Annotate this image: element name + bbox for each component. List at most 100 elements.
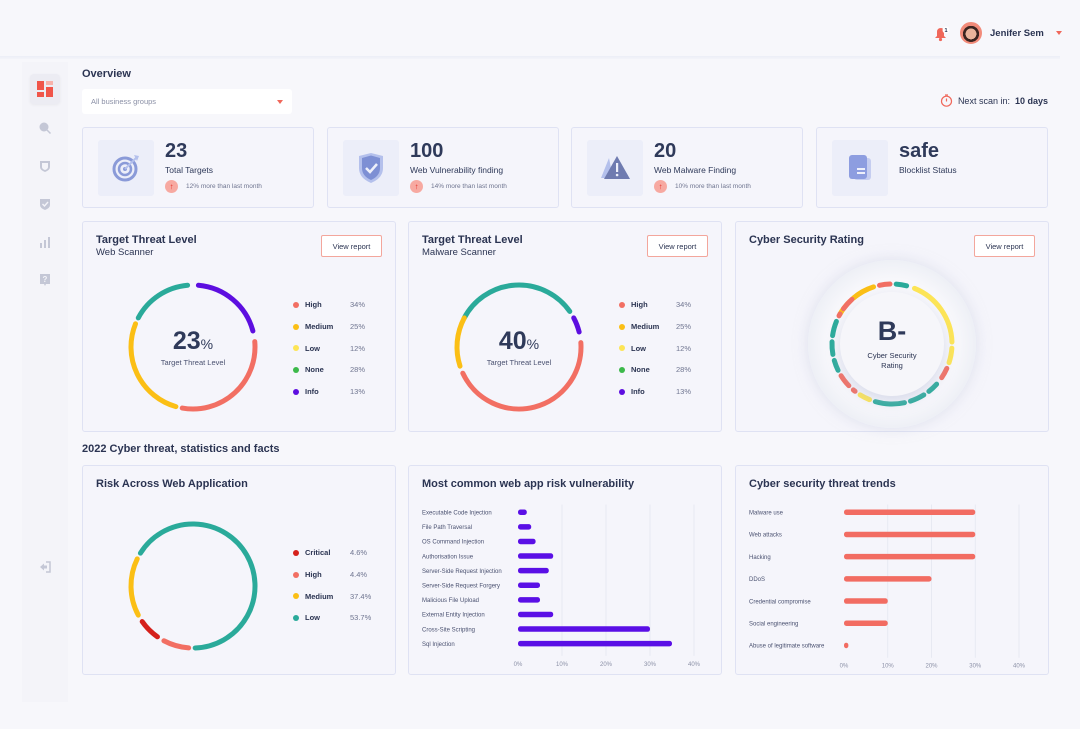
view-report-button[interactable]: View report xyxy=(974,235,1035,257)
view-report-button[interactable]: View report xyxy=(321,235,382,257)
top-bar: 1 Jenifer Sem xyxy=(0,0,1080,59)
chevron-down-icon[interactable] xyxy=(1055,31,1062,35)
rating-ring-segment xyxy=(872,399,907,407)
svg-text:?: ? xyxy=(43,275,48,284)
stat-card-web-malware: 20 Web Malware Finding ↑ 10% more than l… xyxy=(571,127,803,208)
bar xyxy=(844,642,849,649)
notification-bell-icon[interactable]: 1 xyxy=(932,26,950,42)
stat-value: 100 xyxy=(410,140,444,162)
arrow-up-icon: ↑ xyxy=(410,180,423,193)
category-label: Server-Side Request Injection xyxy=(422,569,502,575)
logout-button[interactable] xyxy=(30,552,60,582)
panel-subtitle: Web Scanner xyxy=(96,247,154,258)
x-tick-label: 40% xyxy=(688,662,701,668)
sidebar-item-shield[interactable] xyxy=(30,151,60,181)
threat-donut-chart: 23% Target Threat Level xyxy=(123,277,263,417)
donut-value-unit: % xyxy=(526,336,540,352)
legend-value: 34% xyxy=(676,300,692,310)
legend-name: Info xyxy=(631,387,645,397)
business-group-select[interactable]: All business groups xyxy=(82,89,292,114)
bar xyxy=(844,531,976,538)
category-label: Authorisation Issue xyxy=(422,554,474,560)
donut-value-number: 23 xyxy=(172,327,201,355)
x-tick-label: 30% xyxy=(644,662,657,668)
category-label: Credential compromise xyxy=(749,599,811,605)
stat-trend-text: 10% more than last month xyxy=(675,183,751,190)
sidebar-item-dashboard[interactable] xyxy=(30,74,60,104)
category-label: DDoS xyxy=(749,577,765,583)
sidebar-item-help[interactable]: ? xyxy=(30,265,60,295)
x-tick-label: 10% xyxy=(556,662,569,668)
legend-dot xyxy=(293,549,299,556)
x-tick-label: 0% xyxy=(514,662,523,668)
rating-ring-segment xyxy=(838,373,852,389)
legend-item: Info 13% xyxy=(293,381,365,403)
category-label: Social engineering xyxy=(749,622,798,628)
sidebar-item-web-scanner[interactable] xyxy=(30,113,60,143)
view-report-button[interactable]: View report xyxy=(647,235,708,257)
rating-grade: B- xyxy=(877,316,907,347)
rating-gauge: B- Cyber Security Rating xyxy=(808,260,976,428)
donut-value-unit: % xyxy=(200,336,214,352)
rating-ring xyxy=(829,281,955,407)
legend-dot xyxy=(293,366,299,373)
x-tick-label: 40% xyxy=(1013,664,1026,670)
legend-value: 4.4% xyxy=(350,570,368,580)
legend-item: High 34% xyxy=(293,294,365,316)
section-title: 2022 Cyber threat, statistics and facts xyxy=(82,443,280,455)
avatar[interactable] xyxy=(960,22,982,44)
rating-ring-segment xyxy=(829,339,836,357)
category-label: Malware use xyxy=(749,511,784,517)
legend-item: Medium 25% xyxy=(293,316,365,338)
rating-ring-segment xyxy=(857,392,873,403)
chevron-down-icon xyxy=(277,99,283,104)
legend-item: None 28% xyxy=(293,359,365,381)
stat-label: Web Vulnerability finding xyxy=(410,165,504,175)
donut-caption: Target Threat Level xyxy=(486,358,552,367)
stat-value: safe xyxy=(899,140,940,162)
bar xyxy=(518,524,532,530)
stat-trend: ↑ 14% more than last month xyxy=(410,180,507,193)
donut-center: 40% Target Threat Level xyxy=(449,277,589,417)
donut-segment-high xyxy=(161,638,192,651)
x-tick-label: 0% xyxy=(840,664,849,670)
threat-donut-chart: 40% Target Threat Level xyxy=(449,277,589,417)
rating-ring-segment xyxy=(840,296,855,312)
legend-item: None 28% xyxy=(619,359,691,381)
legend: High 34% Medium 25% Low 12% None 28% Info 13% xyxy=(293,294,365,402)
donut-center: 23% Target Threat Level xyxy=(123,277,263,417)
stat-label: Web Malware Finding xyxy=(654,165,737,175)
legend-value: 53.7% xyxy=(350,613,372,623)
category-label: Cross-Site Scripting xyxy=(422,627,475,633)
donut-value: 23% xyxy=(173,327,213,356)
sidebar-item-reports[interactable] xyxy=(30,227,60,257)
legend-value: 12% xyxy=(350,343,366,353)
legend-value: 25% xyxy=(676,322,692,332)
legend-name: Critical xyxy=(305,548,331,558)
donut-segment-medium xyxy=(454,315,467,369)
stat-label: Blocklist Status xyxy=(899,165,957,175)
bar xyxy=(518,626,650,632)
donut-value-number: 40 xyxy=(498,327,527,355)
sidebar-item-verified[interactable] xyxy=(30,189,60,219)
donut-segment-low xyxy=(137,521,258,651)
rating-ring-segment xyxy=(877,281,893,288)
rating-ring-segment xyxy=(854,286,871,298)
logout-icon xyxy=(40,561,51,573)
panel-risk-web-application: Risk Across Web Application Critical 4.6%… xyxy=(82,465,396,675)
next-scan-info: Next scan in: 10 days xyxy=(940,94,1048,107)
donut-svg xyxy=(454,282,584,412)
legend-value: 34% xyxy=(350,300,366,310)
user-menu[interactable]: Jenifer Sem xyxy=(960,22,1062,44)
legend-name: Medium xyxy=(305,322,334,332)
bar-chart-icon xyxy=(40,237,50,248)
legend-value: 37.4% xyxy=(350,591,372,601)
legend: High 34% Medium 25% Low 12% None 28% Info 13% xyxy=(619,294,691,402)
legend-name: High xyxy=(305,570,322,580)
donut-segment-none xyxy=(461,282,573,321)
category-label: Abuse of legitimate software xyxy=(749,644,825,650)
category-label: Sql Injection xyxy=(422,642,455,648)
bar xyxy=(844,553,976,560)
panel-title: Cyber security threat trends xyxy=(749,478,896,490)
legend-item: High 34% xyxy=(619,294,691,316)
